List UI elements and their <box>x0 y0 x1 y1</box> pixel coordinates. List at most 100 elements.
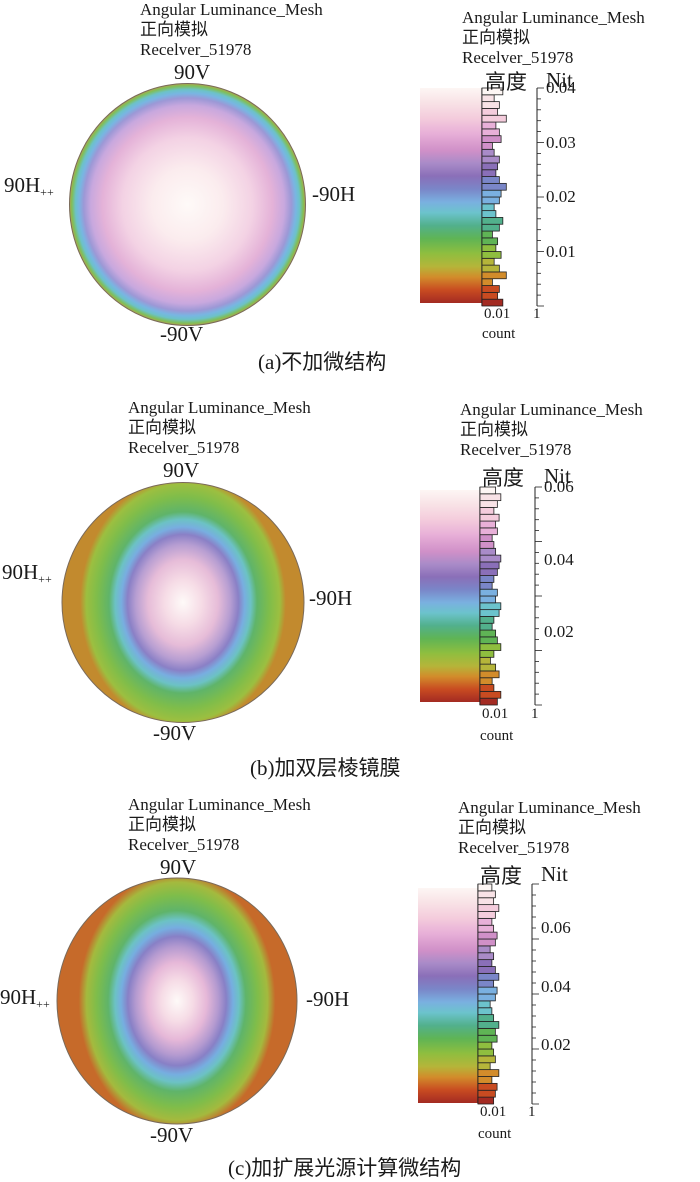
histogram-bar <box>477 904 500 912</box>
map-receiver: Recelver_51978 <box>128 835 240 854</box>
histogram-bar <box>479 513 500 522</box>
histogram-bar <box>477 966 496 974</box>
legend-title: Angular Luminance_Mesh <box>458 798 641 817</box>
legend-left-label: 高度 <box>485 70 527 94</box>
histogram-bar <box>477 1048 495 1057</box>
label-left-marker: ++ <box>38 572 52 586</box>
map-subtitle: 正向模拟 <box>128 815 196 834</box>
histogram-bar <box>477 993 496 1002</box>
histogram-bar <box>477 959 493 967</box>
label-left-marker: ++ <box>36 997 50 1011</box>
label-top: 90V <box>163 458 200 482</box>
histogram-bar <box>479 534 493 542</box>
histogram-bar <box>477 1041 493 1050</box>
count-tick-low: 0.01 <box>482 706 509 722</box>
histogram-bar <box>477 911 496 919</box>
histogram-bar <box>477 883 493 892</box>
histogram-bar <box>481 87 504 96</box>
label-left-text: 90H <box>0 985 37 1009</box>
histogram-bar <box>479 643 502 651</box>
label-right: -90H <box>309 586 353 610</box>
histogram-bar <box>481 230 493 239</box>
tick-label: 0.04 <box>544 549 574 569</box>
histogram-bar <box>477 1014 495 1022</box>
histogram-bar <box>477 1000 491 1009</box>
histogram-bar <box>479 520 497 529</box>
histogram-bar <box>479 486 497 495</box>
color-scale <box>418 888 480 1103</box>
label-top: 90V <box>160 855 197 879</box>
histogram-bar <box>477 1034 498 1043</box>
legend-receiver: Recelver_51978 <box>458 838 570 857</box>
legend-title: Angular Luminance_Mesh <box>462 8 645 27</box>
count-tick-low: 0.01 <box>480 1104 507 1120</box>
histogram-bar <box>481 189 502 198</box>
color-scale <box>420 88 482 303</box>
histogram-bar <box>481 114 507 123</box>
count-tick-high: 1 <box>528 1104 536 1120</box>
histogram-bar <box>481 244 497 252</box>
histogram-bar <box>481 264 500 273</box>
count-tick-high: 1 <box>533 306 541 322</box>
label-bottom: -90V <box>153 721 197 745</box>
histogram-bar <box>477 890 496 899</box>
histogram-bar <box>477 986 498 995</box>
legend-right-label: Nit <box>541 862 568 886</box>
count-label: count <box>482 326 516 342</box>
luminance-map <box>61 482 305 723</box>
legend-right-label: Nit <box>546 68 573 92</box>
histogram-bar <box>479 602 502 611</box>
histogram-bar <box>481 285 500 293</box>
histogram-bar <box>481 182 507 191</box>
legend-subtitle: 正向模拟 <box>460 420 528 439</box>
color-scale <box>420 490 482 702</box>
legend-subtitle: 正向模拟 <box>458 818 526 837</box>
histogram-bar <box>479 493 502 502</box>
nit-axis <box>536 87 544 307</box>
histogram-bar <box>479 650 495 658</box>
histogram-bar <box>481 271 507 280</box>
histogram-bar <box>479 541 495 549</box>
label-bottom: -90V <box>150 1123 194 1147</box>
histogram-bar <box>477 897 495 906</box>
histogram-bar <box>481 291 499 300</box>
histogram-bar <box>477 924 495 933</box>
histogram-bar <box>477 1027 496 1036</box>
tick-label: 0.04 <box>541 976 571 996</box>
histogram-bar <box>479 588 498 597</box>
histogram-bar <box>479 663 497 672</box>
histogram-bar <box>481 251 502 259</box>
histogram-bar <box>477 938 496 947</box>
legend-receiver: Recelver_51978 <box>460 440 572 459</box>
count-tick-low: 0.01 <box>484 306 511 322</box>
histogram-bar <box>481 237 499 246</box>
histogram-bar <box>479 507 495 515</box>
histogram-bar <box>481 257 495 266</box>
histogram <box>481 87 507 307</box>
histogram-bar <box>477 1021 500 1029</box>
histogram-bar <box>481 203 495 212</box>
tick-label: 0.06 <box>541 918 571 937</box>
histogram-bar <box>479 561 500 570</box>
histogram-bar <box>479 575 495 583</box>
histogram-bar <box>477 931 498 940</box>
histogram-bar <box>479 554 502 563</box>
histogram-bar <box>479 684 495 692</box>
histogram-bar <box>477 979 495 988</box>
histogram-bar <box>479 677 493 685</box>
histogram-bar <box>477 945 491 954</box>
histogram-bar <box>481 278 493 286</box>
tick-label: 0.02 <box>544 622 574 642</box>
histogram-bar <box>477 972 500 981</box>
label-left: 90H++ <box>0 985 50 1012</box>
caption: (b)加双层棱镜膜 <box>250 756 401 780</box>
histogram-bar <box>477 952 495 961</box>
histogram-bar <box>479 670 500 679</box>
histogram-bar <box>481 217 504 225</box>
map-title: Angular Luminance_Mesh <box>128 398 311 417</box>
histogram-bar <box>477 1062 491 1071</box>
tick-label: 0.02 <box>541 1035 571 1055</box>
histogram-bar <box>481 121 497 130</box>
histogram-bar <box>481 223 500 232</box>
histogram-bar <box>481 108 499 116</box>
